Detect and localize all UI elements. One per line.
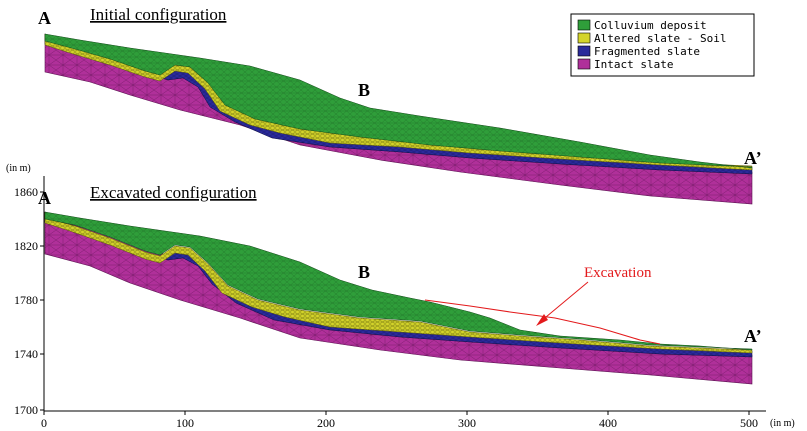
excavation-label: Excavation: [584, 265, 652, 281]
point-a-label: A: [38, 8, 51, 28]
y-tick-label: 1700: [14, 403, 38, 417]
point-a-prime-label: A’: [744, 148, 762, 168]
legend-swatch: [577, 19, 591, 31]
legend: Colluvium deposit Altered slate - Soil F…: [570, 13, 755, 77]
axes: (in m) (in m) 1860 1820 1780 1740 1700 0 100 2…: [6, 163, 795, 430]
legend-item-altered-slate: Altered slate - Soil: [577, 32, 726, 45]
colluvium-deposit-layer: [44, 33, 753, 169]
y-tick-label: 1740: [14, 347, 38, 361]
excavation-leader-line: [539, 281, 589, 323]
legend-label: Fragmented slate: [594, 45, 700, 58]
legend-swatch: [577, 58, 591, 70]
legend-item-intact-slate: Intact slate: [577, 58, 673, 71]
excavation-arrowhead: [536, 314, 548, 326]
legend-item-fragmented-slate: Fragmented slate: [577, 45, 700, 58]
excavated-configuration-title: Excavated configuration: [90, 183, 257, 202]
excavation-outline: [424, 299, 661, 345]
legend-item-colluvium: Colluvium deposit: [577, 19, 707, 32]
initial-configuration-panel: A B A’ Initial configuration: [38, 5, 762, 205]
x-tick-label: 500: [740, 416, 758, 430]
point-b-label: B: [358, 80, 370, 100]
y-axis-ticks: 1860 1820 1780 1740 1700: [14, 185, 44, 417]
colluvium-deposit-layer: [44, 211, 753, 351]
y-axis-unit: (in m): [6, 163, 31, 174]
excavated-configuration-panel: Excavation A B A’ Excavated configuratio…: [38, 183, 762, 385]
legend-swatch: [577, 32, 591, 44]
x-axis-unit: (in m): [770, 418, 795, 429]
legend-label: Altered slate - Soil: [594, 32, 726, 45]
legend-label: Colluvium deposit: [594, 19, 707, 32]
point-a-prime-label: A’: [744, 326, 762, 346]
x-tick-label: 100: [176, 416, 194, 430]
y-tick-label: 1860: [14, 185, 38, 199]
y-tick-label: 1780: [14, 293, 38, 307]
x-tick-label: 0: [41, 416, 47, 430]
point-b-label: B: [358, 262, 370, 282]
x-tick-label: 400: [599, 416, 617, 430]
y-tick-label: 1820: [14, 239, 38, 253]
initial-configuration-title: Initial configuration: [90, 5, 227, 24]
legend-swatch: [577, 45, 591, 57]
legend-label: Intact slate: [594, 58, 673, 71]
x-axis-ticks: 0 100 200 300 400 500: [41, 411, 758, 430]
x-tick-label: 300: [458, 416, 476, 430]
x-tick-label: 200: [317, 416, 335, 430]
